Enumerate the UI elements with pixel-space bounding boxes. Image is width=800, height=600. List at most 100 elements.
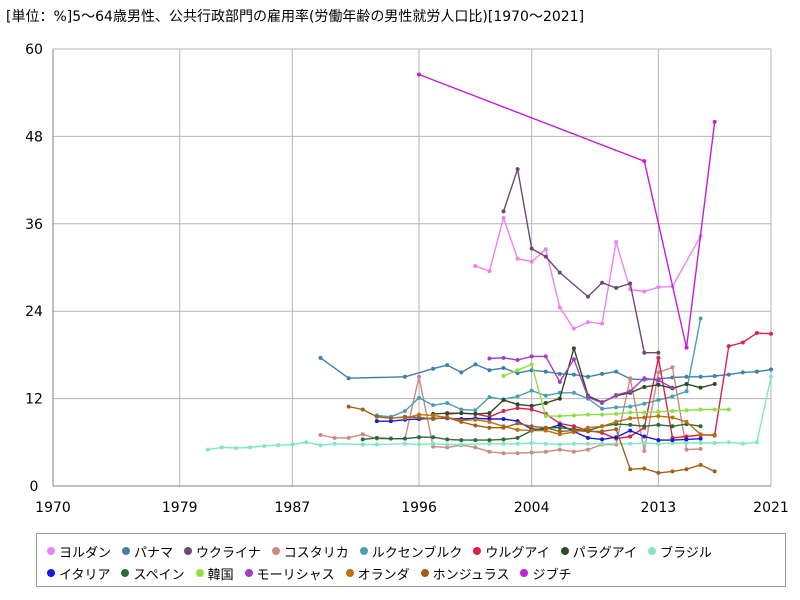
- data-point: [585, 395, 590, 400]
- data-point: [656, 441, 661, 446]
- data-point: [600, 424, 605, 429]
- data-point: [515, 402, 520, 407]
- legend-marker: [560, 547, 569, 555]
- data-point: [642, 289, 647, 294]
- data-point: [473, 362, 478, 367]
- data-point: [585, 294, 590, 299]
- legend-row: イタリア スペイン 韓国 モーリシャス オランダ ホンジュラス ジブチ: [47, 562, 777, 584]
- data-point: [445, 411, 450, 416]
- data-point: [698, 432, 703, 437]
- data-point: [417, 435, 422, 440]
- data-point: [248, 445, 253, 450]
- data-point: [571, 449, 576, 454]
- legend-label: ウクライナ: [196, 545, 261, 561]
- legend-item: モーリシャス: [244, 564, 335, 583]
- data-point: [529, 354, 534, 359]
- tick-labels: 0 12 24 36 48 60 1970 1979 1987 1996 2004 2013 2021: [25, 42, 789, 516]
- data-point: [769, 374, 773, 379]
- data-point: [557, 422, 562, 427]
- series-line: [489, 355, 673, 404]
- legend-marker: [184, 547, 193, 555]
- data-point: [515, 371, 520, 376]
- data-point: [459, 407, 464, 412]
- data-point: [726, 344, 731, 349]
- series-line: [475, 217, 702, 330]
- legend-label: ブラジル: [660, 545, 712, 561]
- data-point: [459, 370, 464, 375]
- data-point: [600, 371, 605, 376]
- series-ジブチ: [417, 72, 717, 350]
- data-point: [459, 442, 464, 447]
- data-point: [557, 432, 562, 437]
- data-point: [543, 414, 548, 419]
- data-point: [670, 394, 675, 399]
- data-point: [585, 425, 590, 430]
- data-point: [473, 423, 478, 428]
- data-point: [388, 419, 393, 424]
- data-point: [571, 413, 576, 418]
- data-point: [628, 410, 633, 415]
- data-point: [698, 462, 703, 467]
- data-point: [557, 414, 562, 419]
- data-point: [543, 354, 548, 359]
- data-point: [346, 404, 351, 409]
- data-point: [417, 442, 422, 447]
- data-point: [628, 416, 633, 421]
- data-point: [670, 365, 675, 370]
- data-point: [642, 350, 647, 355]
- data-point: [614, 240, 619, 245]
- data-point: [473, 264, 478, 269]
- series-韓国: [501, 362, 731, 419]
- data-point: [360, 432, 365, 437]
- data-point: [445, 442, 450, 447]
- data-point: [374, 419, 379, 424]
- data-point: [684, 382, 689, 387]
- legend-item: コスタリカ: [271, 542, 349, 561]
- series-line: [320, 357, 772, 381]
- data-point: [557, 425, 562, 430]
- data-point: [698, 446, 703, 451]
- data-point: [712, 382, 717, 387]
- data-point: [487, 356, 492, 361]
- data-point: [543, 400, 548, 405]
- data-point: [712, 407, 717, 412]
- data-point: [557, 442, 562, 447]
- legend-item: イタリア: [47, 564, 110, 583]
- data-point: [670, 441, 675, 446]
- data-point: [515, 435, 520, 440]
- data-point: [670, 415, 675, 420]
- data-point: [459, 419, 464, 424]
- data-point: [529, 450, 534, 455]
- data-point: [698, 424, 703, 429]
- data-point: [698, 441, 703, 446]
- data-point: [515, 451, 520, 456]
- data-point: [346, 376, 351, 381]
- legend-marker: [195, 569, 204, 577]
- data-point: [515, 167, 520, 172]
- data-point: [656, 382, 661, 387]
- data-point: [473, 445, 478, 450]
- series-line: [376, 318, 702, 418]
- data-point: [754, 369, 759, 374]
- data-point: [459, 438, 464, 443]
- data-point: [501, 451, 506, 456]
- legend-label: ヨルダン: [59, 545, 112, 561]
- data-point: [698, 385, 703, 390]
- data-point: [628, 281, 633, 286]
- data-point: [501, 437, 506, 442]
- data-point: [698, 374, 703, 379]
- y-tick-label: 60: [25, 42, 43, 58]
- data-point: [515, 394, 520, 399]
- data-point: [726, 407, 731, 412]
- series-ウクライナ: [501, 167, 661, 355]
- legend-label: パナマ: [134, 545, 174, 561]
- data-point: [769, 331, 773, 336]
- data-point: [501, 209, 506, 214]
- data-point: [529, 246, 534, 251]
- data-point: [656, 370, 661, 375]
- data-point: [557, 379, 562, 384]
- data-point: [388, 416, 393, 421]
- data-point: [557, 447, 562, 452]
- data-point: [346, 435, 351, 440]
